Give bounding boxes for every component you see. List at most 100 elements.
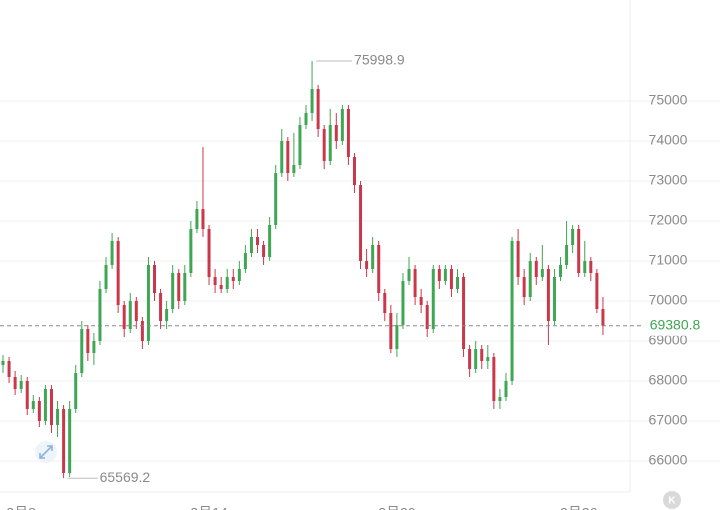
candle-body (540, 269, 544, 277)
candle-body (359, 185, 363, 261)
candle-body (449, 269, 453, 289)
candle-body (98, 289, 102, 341)
candle-body (159, 293, 163, 321)
candle-body (25, 381, 29, 409)
candle-body (256, 237, 260, 245)
candle-body (468, 349, 472, 369)
candle-body (510, 241, 514, 381)
candle-body (110, 241, 114, 265)
candle-body (577, 229, 581, 273)
x-tick-label: 2月14 (190, 505, 228, 510)
candle-body (431, 269, 435, 329)
candle-body (589, 261, 593, 273)
candle-body (552, 277, 556, 321)
x-tick-label: 2月8 (6, 505, 36, 510)
candle-body (492, 357, 496, 401)
candle-body (146, 265, 150, 341)
candle-body (104, 265, 108, 289)
candle-body (474, 349, 478, 369)
candle-body (171, 273, 175, 309)
candle-body (559, 265, 563, 277)
candle-body (62, 409, 66, 473)
candle-body (225, 277, 229, 289)
candle-body (122, 305, 126, 329)
candle-body (456, 277, 459, 289)
zoom-icon[interactable] (35, 441, 57, 463)
candle-body (583, 261, 587, 273)
candle-body (601, 309, 605, 326)
candle-body (377, 245, 381, 293)
candle-body (328, 125, 332, 161)
candle-body (195, 209, 199, 229)
candle-body (231, 277, 235, 281)
candle-body (243, 253, 247, 269)
candle-body (437, 269, 441, 281)
y-tick-label: 67000 (649, 412, 688, 428)
y-tick-label: 74000 (649, 132, 688, 148)
candle-body (298, 125, 302, 165)
candle-body (140, 321, 144, 341)
y-tick-label: 70000 (649, 292, 688, 308)
candle-body (571, 229, 575, 245)
low-label: 65569.2 (100, 469, 151, 485)
candle-body (480, 349, 484, 361)
candle-body (153, 265, 156, 293)
candle-body (565, 245, 569, 265)
candle-body (207, 229, 211, 277)
candle-body (56, 409, 60, 425)
candle-body (498, 397, 502, 401)
candle-body (280, 141, 284, 173)
y-tick-label: 66000 (649, 452, 688, 468)
candle-body (419, 297, 423, 305)
y-tick-label: 71000 (649, 252, 688, 268)
candle-body (268, 225, 272, 257)
candle-body (116, 241, 120, 305)
k-icon[interactable]: K (663, 491, 681, 509)
svg-text:K: K (668, 496, 676, 507)
candle-body (401, 281, 405, 325)
candle-body (19, 381, 23, 389)
high-label: 75998.9 (354, 52, 405, 68)
candle-body (165, 309, 169, 321)
candle-body (486, 357, 490, 361)
y-tick-label: 75000 (649, 92, 688, 108)
candle-body (528, 261, 532, 297)
candle-body (546, 269, 550, 321)
candle-body (352, 157, 356, 185)
candle-body (31, 401, 35, 409)
candle-body (68, 409, 72, 473)
candle-body (213, 277, 217, 285)
candle-body (201, 209, 205, 229)
candle-body (389, 313, 393, 349)
last-price-box (642, 315, 720, 336)
candle-body (49, 389, 53, 425)
candle-body (322, 129, 326, 161)
candle-body (383, 293, 387, 313)
candle-body (443, 269, 447, 281)
candle-body (43, 389, 47, 421)
candle-body (346, 109, 350, 157)
candle-body (1, 361, 5, 365)
candle-body (516, 241, 520, 277)
x-tick-label: 2月20 (378, 505, 416, 510)
candle-body (316, 89, 320, 129)
candle-body (274, 173, 278, 225)
candle-body (249, 237, 253, 253)
candle-body (286, 141, 290, 173)
candle-body (74, 373, 78, 409)
candle-body (395, 325, 399, 349)
candle-body (86, 329, 90, 353)
candle-body (595, 273, 599, 309)
candle-body (504, 381, 508, 397)
candle-body (522, 277, 526, 297)
candle-body (407, 269, 411, 281)
candle-body (128, 301, 132, 329)
y-tick-label: 72000 (649, 212, 688, 228)
candle-body (92, 341, 96, 353)
candle-body (80, 329, 84, 373)
last-price-label: 69380.8 (650, 316, 701, 332)
candle-body (13, 377, 17, 389)
x-tick-label: 2月26 (560, 505, 598, 510)
